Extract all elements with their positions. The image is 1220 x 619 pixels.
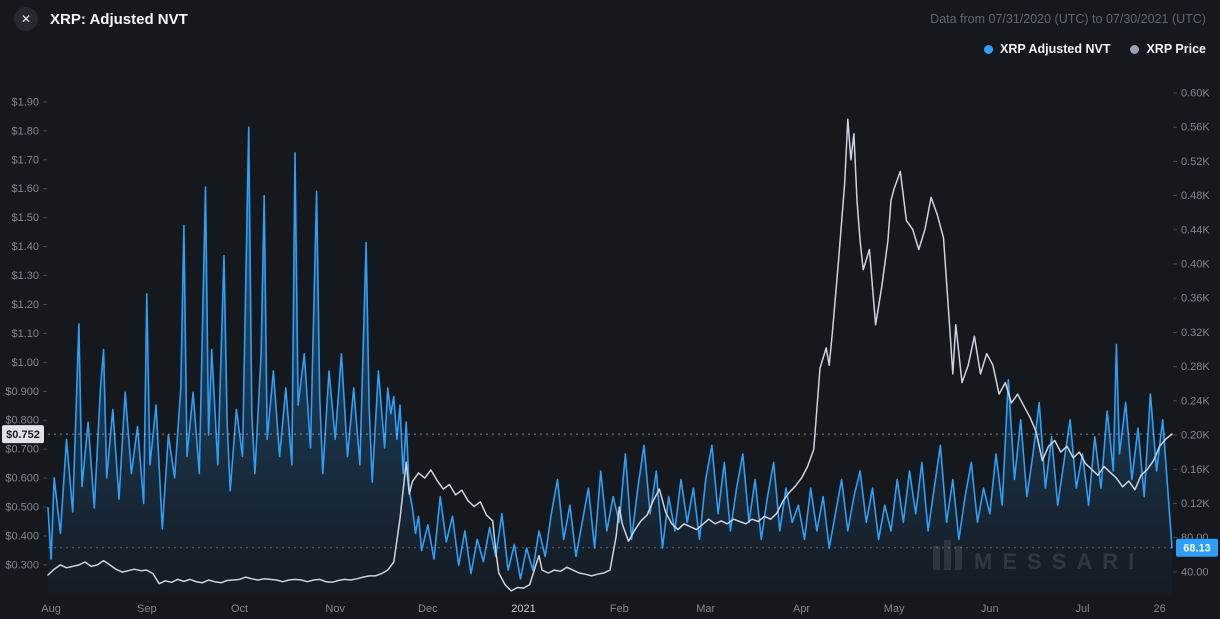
close-button[interactable]: ✕ (14, 7, 38, 31)
nvt-line (47, 126, 1173, 580)
x-axis-tick: Aug (41, 603, 61, 615)
x-axis-tick: Oct (231, 603, 248, 615)
axis-labels: $0.300 $0.400 $0.500 $0.600 $0.700 $0.800 $0.9… (5, 88, 1210, 616)
nvt-area (48, 127, 1172, 595)
x-axis-tick: 2021 (511, 603, 535, 615)
right-axis-tick: 0.48K (1181, 190, 1210, 202)
x-axis-tick: Apr (793, 603, 810, 615)
x-axis-tick: May (884, 603, 905, 615)
price-current-badge (2, 425, 44, 444)
left-axis-tick: $0.500 (5, 502, 39, 514)
close-icon: ✕ (20, 12, 32, 26)
left-axis-tick: $1.90 (11, 96, 39, 108)
right-axis-tick: 0.32K (1181, 327, 1210, 339)
x-axis-tick: Jul (1075, 603, 1089, 615)
left-axis-tick: $1.00 (11, 357, 39, 369)
x-axis-tick: 26 (1153, 603, 1165, 615)
right-axis-tick: 0.56K (1181, 122, 1210, 134)
right-axis-tick: 0.20K (1181, 430, 1210, 442)
right-axis-tick: 0.24K (1181, 395, 1210, 407)
nvt-current-badge-label: 68.13 (1183, 543, 1211, 555)
right-axis-tick: 0.36K (1181, 293, 1210, 305)
left-axis-tick: $0.900 (5, 386, 39, 398)
date-range-label: Data from 07/31/2020 (UTC) to 07/30/2021… (930, 12, 1206, 26)
left-axis-tick: $1.20 (11, 299, 39, 311)
left-axis-tick: $1.40 (11, 241, 39, 253)
right-axis-tick: 0.12K (1181, 498, 1210, 510)
legend-label-adjusted-nvt: XRP Adjusted NVT (1000, 42, 1111, 56)
x-axis-tick: Mar (696, 603, 715, 615)
right-axis-tick: 0.52K (1181, 156, 1210, 168)
left-axis-tick: $0.300 (5, 559, 39, 571)
nvt-current-badge (1176, 538, 1218, 557)
right-axis-tick: 0.40K (1181, 259, 1210, 271)
left-axis-tick: $1.80 (11, 125, 39, 137)
x-axis-tick: Dec (418, 603, 438, 615)
legend-item-adjusted-nvt[interactable]: XRP Adjusted NVT (984, 42, 1110, 56)
legend-item-price[interactable]: XRP Price (1130, 42, 1206, 56)
chart-legend: XRP Adjusted NVT XRP Price (984, 36, 1206, 62)
right-axis-tick: 0.60K (1181, 88, 1210, 100)
left-axis-tick: $0.400 (5, 531, 39, 543)
x-axis-tick: Feb (610, 603, 629, 615)
right-axis-tick: 0.44K (1181, 224, 1210, 236)
left-axis-tick: $1.70 (11, 154, 39, 166)
left-axis-tick: $0.600 (5, 473, 39, 485)
price-current-badge-label: $0.752 (6, 429, 40, 441)
page-title: XRP: Adjusted NVT (50, 10, 188, 28)
right-axis-tick: 0.28K (1181, 361, 1210, 373)
price-line (47, 118, 1173, 592)
x-axis-tick: Jun (981, 603, 999, 615)
left-axis-tick: $0.800 (5, 415, 39, 427)
left-axis-tick: $0.700 (5, 444, 39, 456)
legend-label-price: XRP Price (1146, 42, 1206, 56)
price-legend-dot-icon (1130, 44, 1140, 54)
x-axis-tick: Nov (325, 603, 345, 615)
left-axis-tick: $1.50 (11, 212, 39, 224)
x-axis-tick: Sep (137, 603, 157, 615)
chart-canvas[interactable]: MESSARI$0.300$0.400$0.500$0.600$0.700$0.… (0, 60, 1220, 619)
right-axis-tick: 0.16K (1181, 464, 1210, 476)
right-axis-tick: 40.00 (1181, 566, 1209, 578)
left-axis-tick: $1.10 (11, 328, 39, 340)
left-axis-tick: $1.30 (11, 270, 39, 282)
nvt-legend-dot-icon (984, 44, 994, 54)
left-axis-tick: $1.60 (11, 183, 39, 195)
chart-header: ✕ XRP: Adjusted NVT Data from 07/31/2020… (0, 0, 1220, 38)
